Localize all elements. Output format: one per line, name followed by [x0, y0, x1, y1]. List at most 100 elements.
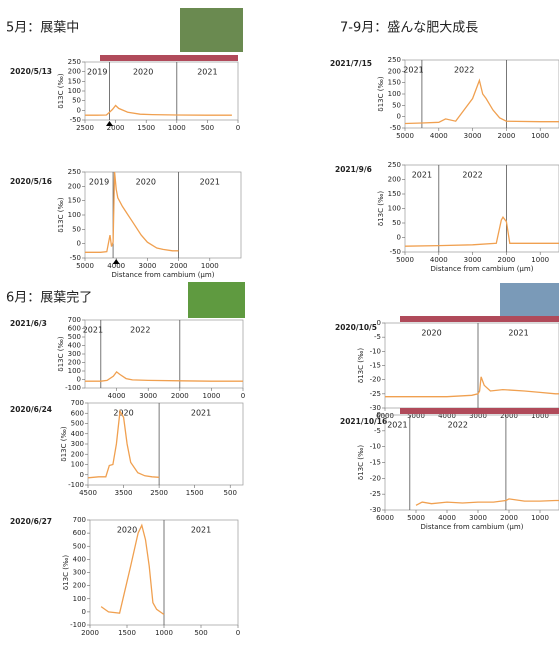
y-tick-label: -25	[370, 390, 381, 398]
y-tick-label: 0	[77, 240, 81, 248]
y-tick-label: 300	[73, 569, 86, 577]
x-tick-label: 1000	[168, 124, 186, 132]
x-tick-label: 2500	[150, 489, 168, 497]
x-tick-label: 2000	[500, 514, 518, 522]
plot-frame	[404, 59, 559, 129]
x-tick-label: 4000	[438, 514, 456, 522]
photo	[500, 283, 559, 318]
y-tick-label: 600	[68, 325, 81, 333]
y-tick-label: -10	[370, 347, 381, 355]
y-axis-label: δ13C (‰)	[377, 191, 385, 226]
x-tick-label: 1500	[137, 124, 155, 132]
y-tick-label: 150	[388, 190, 401, 198]
x-tick-label: 4000	[438, 412, 456, 420]
y-tick-label: 400	[71, 430, 84, 438]
y-tick-label: 100	[68, 367, 81, 375]
x-tick-label: 2000	[81, 629, 99, 637]
panel-date: 2020/5/16	[10, 177, 52, 186]
x-tick-label: 2000	[500, 412, 518, 420]
x-tick-label: 4500	[79, 489, 97, 497]
y-axis-label: δ13C (‰)	[57, 197, 65, 232]
y-tick-label: 400	[73, 555, 86, 563]
x-tick-label: 5000	[76, 262, 94, 270]
y-tick-label: -100	[68, 481, 84, 489]
y-tick-label: -30	[370, 404, 381, 412]
y-tick-label: -25	[370, 490, 381, 498]
x-tick-label: 5000	[407, 514, 425, 522]
section-header: 5月：展葉中	[6, 21, 79, 36]
ring-year: 2020	[117, 526, 137, 535]
x-tick-label: 0	[236, 124, 240, 132]
ring-year: 2021	[508, 329, 528, 338]
data-line	[100, 523, 165, 616]
y-tick-label: 200	[388, 67, 401, 75]
arrow-marker	[112, 259, 120, 264]
y-tick-label: 700	[73, 516, 86, 524]
x-axis-label: Distance from cambium (μm)	[112, 271, 215, 279]
x-tick-label: 500	[194, 629, 207, 637]
x-tick-label: 4000	[430, 256, 448, 264]
y-tick-label: 250	[68, 58, 81, 66]
x-tick-label: 1000	[202, 392, 220, 400]
y-axis-label: δ13C (‰)	[357, 348, 365, 383]
y-tick-label: -5	[374, 333, 381, 341]
data-line	[85, 104, 232, 116]
y-tick-label: 0	[77, 376, 81, 384]
y-tick-label: 0	[80, 471, 84, 479]
y-tick-label: 200	[68, 68, 81, 76]
photo	[180, 8, 243, 52]
data-line	[404, 78, 559, 125]
section-header: 6月：展葉完了	[6, 291, 92, 306]
x-tick-label: 1000	[531, 256, 549, 264]
y-axis-label: δ13C (‰)	[60, 426, 68, 461]
y-tick-label: -100	[65, 384, 81, 392]
y-tick-label: 100	[68, 87, 81, 95]
x-tick-label: 3000	[138, 262, 156, 270]
ring-year: 2019	[87, 68, 107, 77]
ring-year: 2022	[448, 421, 468, 430]
x-tick-label: 500	[224, 489, 237, 497]
x-axis-label: Distance from cambium (μm)	[421, 523, 524, 531]
x-tick-label: 4000	[108, 392, 126, 400]
ring-year: 2019	[89, 178, 109, 187]
y-axis-label: δ13C (‰)	[377, 76, 385, 111]
x-tick-label: 5000	[396, 256, 414, 264]
x-tick-label: 1000	[531, 412, 549, 420]
panel-date: 2021/7/15	[330, 59, 372, 68]
y-tick-label: 150	[388, 79, 401, 87]
x-tick-label: 4000	[430, 132, 448, 140]
y-tick-label: -50	[70, 116, 81, 124]
ring-year: 2022	[454, 66, 474, 75]
y-tick-label: 50	[72, 225, 81, 233]
section-image	[400, 408, 559, 414]
y-axis-label: δ13C (‰)	[57, 73, 65, 108]
y-tick-label: -100	[70, 621, 86, 629]
y-tick-label: 100	[388, 90, 401, 98]
data-line	[404, 216, 559, 247]
x-axis-label: Distance from cambium (μm)	[431, 265, 534, 273]
data-line	[385, 376, 559, 398]
photo	[188, 282, 245, 318]
y-tick-label: -20	[370, 474, 381, 482]
y-tick-label: 200	[68, 182, 81, 190]
y-tick-label: 0	[377, 411, 381, 419]
y-tick-label: 700	[68, 316, 81, 324]
x-tick-label: 2000	[497, 256, 515, 264]
y-tick-label: 0	[82, 608, 86, 616]
x-tick-label: 500	[201, 124, 214, 132]
y-tick-label: 250	[388, 56, 401, 64]
y-tick-label: 50	[392, 101, 401, 109]
ring-year: 2021	[200, 178, 220, 187]
y-tick-label: 50	[392, 219, 401, 227]
plot-frame	[84, 319, 244, 389]
y-axis-label: δ13C (‰)	[357, 445, 365, 480]
y-tick-label: 100	[73, 595, 86, 603]
x-tick-label: 1000	[531, 132, 549, 140]
x-tick-label: 1000	[201, 262, 219, 270]
x-tick-label: 3000	[139, 392, 157, 400]
x-tick-label: 0	[241, 392, 245, 400]
y-tick-label: 100	[71, 461, 84, 469]
ring-year: 2021	[191, 409, 211, 418]
y-tick-label: 600	[71, 409, 84, 417]
